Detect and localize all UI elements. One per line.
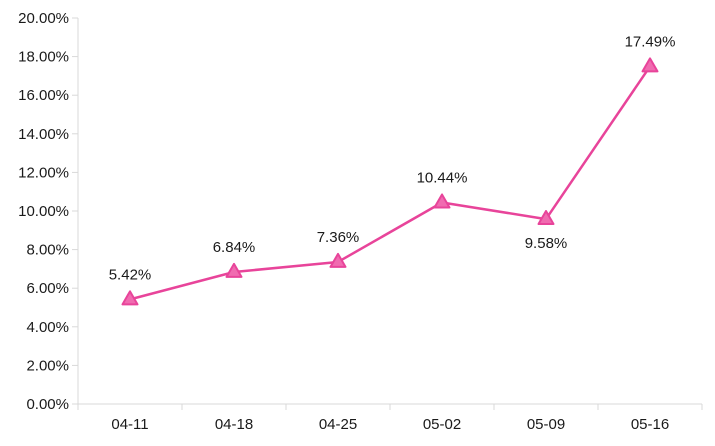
y-tick-label: 10.00% — [18, 203, 69, 220]
data-point-marker — [641, 57, 659, 73]
y-tick-label: 6.00% — [26, 280, 69, 297]
y-tick-label: 0.00% — [26, 396, 69, 413]
data-label: 5.42% — [109, 266, 152, 283]
x-tick-label: 04-25 — [319, 416, 357, 433]
y-tick-label: 20.00% — [18, 10, 69, 27]
y-tick-label: 8.00% — [26, 242, 69, 259]
data-label: 7.36% — [317, 229, 360, 246]
data-point-marker — [433, 193, 451, 209]
data-label: 10.44% — [417, 170, 468, 187]
data-point-marker — [121, 290, 139, 306]
x-tick-label: 05-02 — [423, 416, 461, 433]
y-tick-label: 14.00% — [18, 126, 69, 143]
y-axis: 0.00% 2.00% 4.00% 6.00% 8.00% 10.00% 12.00% 14.… — [18, 10, 79, 413]
y-tick-label: 16.00% — [18, 87, 69, 104]
x-tick-label: 05-16 — [631, 416, 669, 433]
x-tick-label: 04-18 — [215, 416, 253, 433]
y-tick-label: 4.00% — [26, 319, 69, 336]
series-layer — [121, 57, 659, 306]
series-line — [129, 65, 652, 301]
data-point-marker — [537, 210, 555, 226]
data-label: 6.84% — [213, 239, 256, 256]
x-axis: 04-11 04-18 04-25 05-02 05-09 05-16 — [77, 403, 703, 433]
x-tick-label: 05-09 — [527, 416, 565, 433]
x-tick-label: 04-11 — [111, 416, 148, 433]
y-tick-label: 12.00% — [18, 164, 69, 181]
data-label: 17.49% — [625, 33, 676, 50]
data-labels-layer: 5.42% 6.84% 7.36% 10.44% 9.58% 17.49% — [109, 33, 676, 283]
data-point-marker — [329, 252, 347, 268]
data-label: 9.58% — [525, 235, 568, 252]
data-point-marker — [225, 262, 243, 278]
y-tick-label: 2.00% — [26, 357, 69, 374]
y-tick-label: 18.00% — [18, 49, 69, 66]
